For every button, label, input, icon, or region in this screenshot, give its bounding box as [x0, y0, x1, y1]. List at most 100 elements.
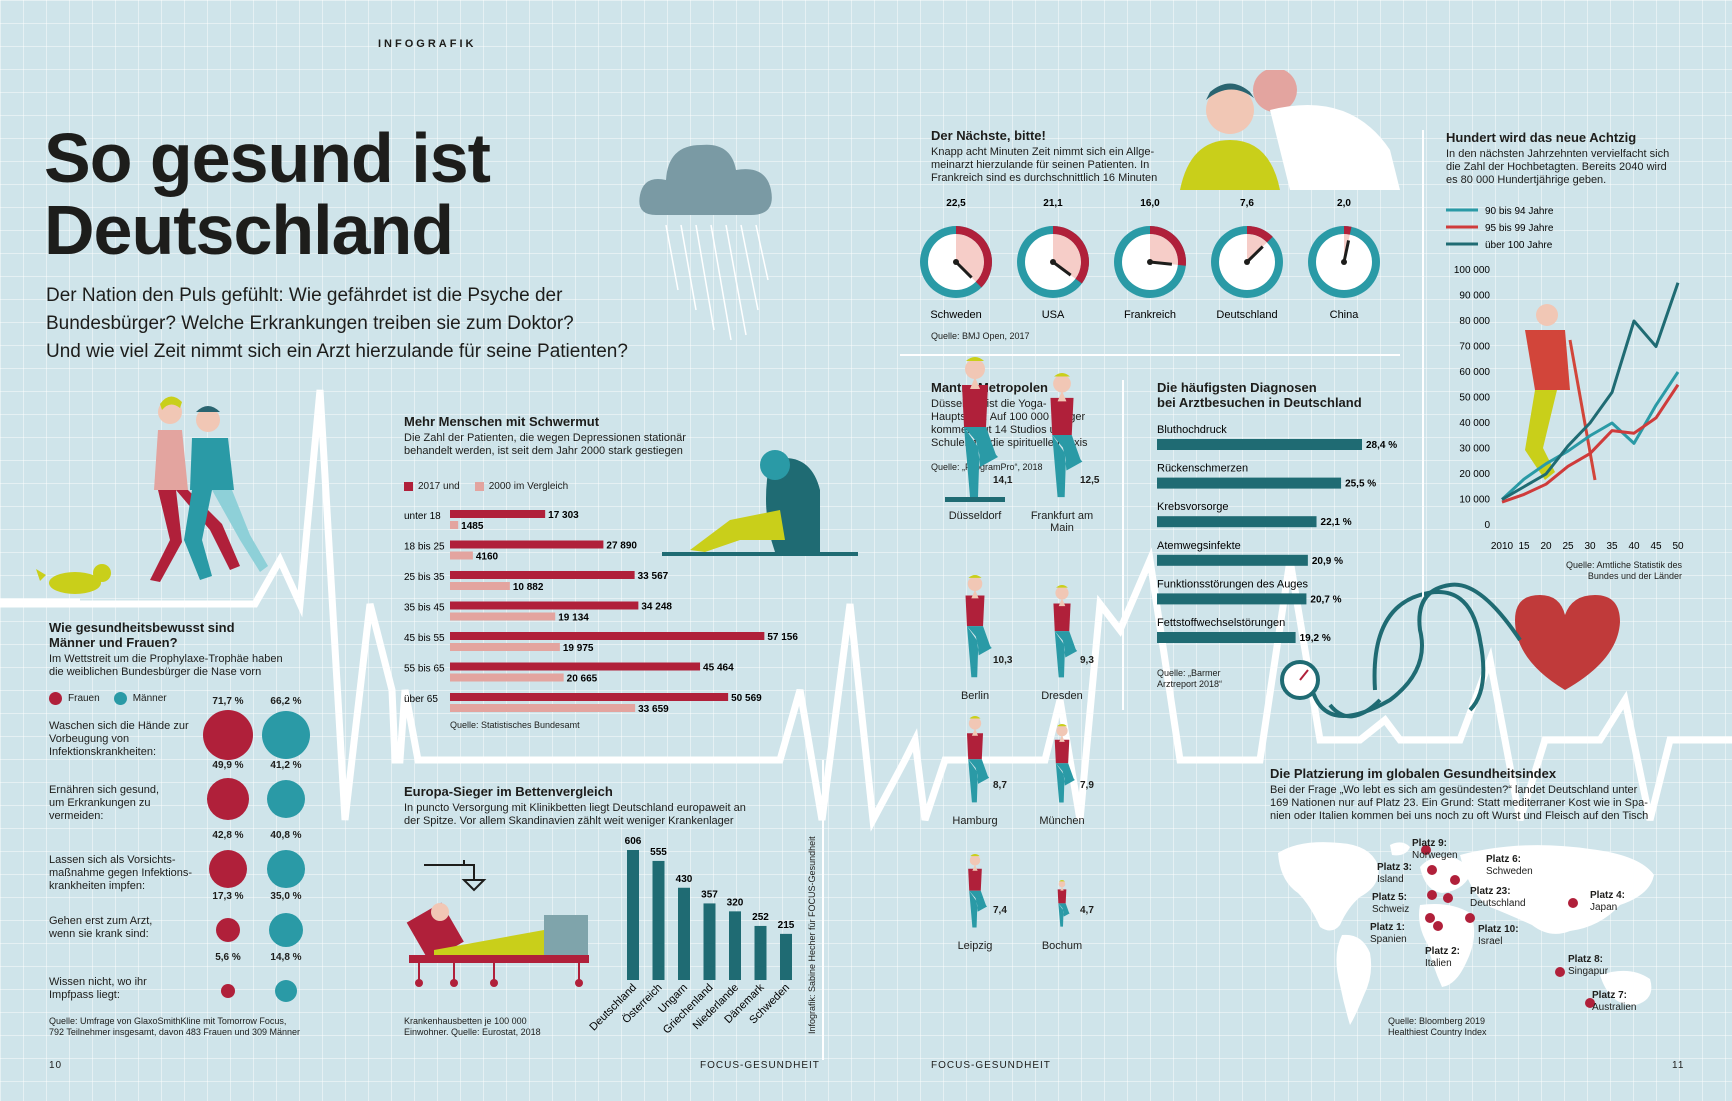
dep-bar-2017 — [450, 632, 765, 640]
men-percent-label: 66,2 % — [270, 696, 302, 707]
x-tick-label: 50 — [1672, 541, 1684, 552]
dep-bar-2017 — [450, 693, 729, 701]
sad-person-illustration — [662, 450, 858, 556]
men-percent-label: 14,8 % — [270, 952, 302, 963]
diag-category-label: Fettstoffwechselstörungen — [1157, 617, 1285, 629]
dep-value-2000: 19 134 — [558, 613, 589, 624]
health-row-label: Waschen sich die Hände zur Vorbeugung von… — [49, 720, 189, 758]
clock-arc — [1344, 226, 1352, 235]
yoga-figure — [945, 357, 1005, 502]
dep-value-2000: 4160 — [476, 552, 499, 563]
beds-value-label: 606 — [625, 836, 642, 847]
map-label: Platz 1: Spanien — [1370, 922, 1407, 945]
clock-country-label: Deutschland — [1216, 309, 1277, 321]
yoga-figure — [1057, 880, 1070, 927]
men-percent-label: 35,0 % — [270, 891, 302, 902]
clock-wedge — [1150, 234, 1178, 265]
clock-hand — [1245, 245, 1264, 264]
beds-value-label: 252 — [752, 912, 769, 923]
diag-value-label: 28,4 % — [1366, 440, 1397, 451]
health-source: Quelle: Umfrage von GlaxoSmithKline mit … — [49, 1016, 300, 1037]
map-marker — [1427, 890, 1437, 900]
dep-bar-2017 — [450, 540, 604, 549]
health-row-label: Ernähren sich gesund, um Erkrankungen zu v… — [49, 784, 160, 822]
women-bubble — [221, 984, 235, 998]
yoga-value-label: 10,3 — [993, 655, 1013, 666]
y-tick-label: 80 000 — [1459, 316, 1490, 327]
map-label: Platz 8: Singapur — [1568, 954, 1609, 977]
yoga-city-label: Frankfurt am Main — [1030, 510, 1094, 534]
beds-bar — [652, 860, 665, 980]
men-bubble — [267, 780, 305, 818]
beds-bar — [678, 887, 690, 980]
diag-category-label: Bluthochdruck — [1157, 425, 1227, 436]
yoga-city-label: Hamburg — [952, 815, 998, 827]
beds-value-label: 555 — [650, 847, 667, 858]
page-number-left: 10 — [49, 1060, 63, 1071]
dep-category-label: 18 bis 25 — [404, 542, 445, 553]
dep-value-2017: 17 303 — [548, 510, 579, 521]
map-marker — [1555, 967, 1565, 977]
dep-value-2000: 1485 — [461, 521, 484, 532]
men-bubble — [274, 979, 298, 1003]
diag-bar — [1157, 516, 1317, 528]
page-number-right: 11 — [1672, 1060, 1685, 1071]
map-marker — [1585, 998, 1595, 1008]
clock-arc — [956, 226, 992, 288]
doctor-clock-chart: 22,5 Schweden 21,1 USA 16,0 Frankreich 7,6 Deut… — [920, 198, 1380, 321]
beds-value-label: 430 — [676, 874, 693, 885]
clock-value-label: 7,6 — [1240, 198, 1254, 209]
y-tick-label: 40 000 — [1459, 418, 1490, 429]
beds-value-label: 320 — [727, 897, 744, 908]
diagnoses-source: Quelle: „Barmer Arztreport 2018“ — [1157, 668, 1223, 689]
beds-bar — [627, 850, 639, 980]
dep-value-2000: 19 975 — [563, 643, 594, 654]
clock-center — [1244, 259, 1250, 265]
diagnoses-header: Die häufigsten Diagnosen bei Arztbesuche… — [1157, 380, 1362, 410]
doctor-source: Quelle: BMJ Open, 2017 — [931, 331, 1030, 341]
map-label: Platz 23: Deutschland — [1470, 886, 1526, 909]
beds-header: Europa-Sieger im Bettenvergleich In punc… — [404, 784, 746, 827]
yoga-value-label: 9,3 — [1080, 655, 1094, 666]
x-tick-label: 45 — [1650, 541, 1662, 552]
world-map — [1278, 842, 1654, 1025]
hospital-bed-illustration — [406, 860, 589, 987]
map-label: Platz 4: Japan — [1590, 890, 1626, 913]
index-source: Quelle: Bloomberg 2019 Healthiest Country… — [1388, 1016, 1487, 1037]
centenarians-line-chart: 90 bis 94 Jahre 95 bis 99 Jahre über 100 J… — [1446, 206, 1684, 552]
men-bubble — [261, 710, 310, 759]
yoga-figure — [965, 574, 992, 677]
magazine-name-left: FOCUS-GESUNDHEIT — [700, 1060, 820, 1071]
legend-women-dot — [49, 692, 62, 705]
yoga-value-label: 4,7 — [1080, 905, 1094, 916]
blood-pressure-heart-illustration — [1280, 582, 1620, 718]
yoga-value-label: 8,7 — [993, 780, 1007, 791]
men-percent-label: 41,2 % — [270, 760, 302, 771]
map-label: Platz 6: Schweden — [1486, 854, 1533, 877]
health-row-label: Gehen erst zum Arzt, wenn sie krank sind: — [49, 915, 153, 940]
y-tick-label: 70 000 — [1459, 342, 1490, 353]
diag-value-label: 25,5 % — [1345, 479, 1376, 490]
health-row-label: Lassen sich als Vorsichts-maßnahme gegen… — [49, 854, 193, 892]
y-tick-label: 30 000 — [1459, 444, 1490, 455]
women-bubble — [208, 849, 248, 889]
yoga-value-label: 7,9 — [1080, 780, 1094, 791]
dep-value-2017: 34 248 — [641, 602, 672, 613]
diag-bar — [1157, 439, 1362, 450]
clock-country-label: USA — [1042, 309, 1065, 321]
map-marker — [1465, 913, 1475, 923]
dep-value-2000: 10 882 — [513, 582, 544, 593]
series-line — [1501, 282, 1680, 501]
diag-value-label: 22,1 % — [1321, 517, 1352, 528]
rain-cloud-illustration — [639, 144, 772, 341]
dep-category-label: über 65 — [404, 694, 438, 705]
men-bubble — [268, 912, 304, 948]
depression-header: Mehr Menschen mit Schwermut Die Zahl der… — [404, 414, 686, 457]
women-percent-label: 42,8 % — [212, 830, 244, 841]
women-bubble — [203, 710, 253, 760]
map-label: Platz 10: Israel — [1478, 924, 1519, 947]
x-tick-label: 35 — [1606, 541, 1618, 552]
y-tick-label: 60 000 — [1459, 367, 1490, 378]
yoga-value-label: 12,5 — [1080, 475, 1100, 486]
